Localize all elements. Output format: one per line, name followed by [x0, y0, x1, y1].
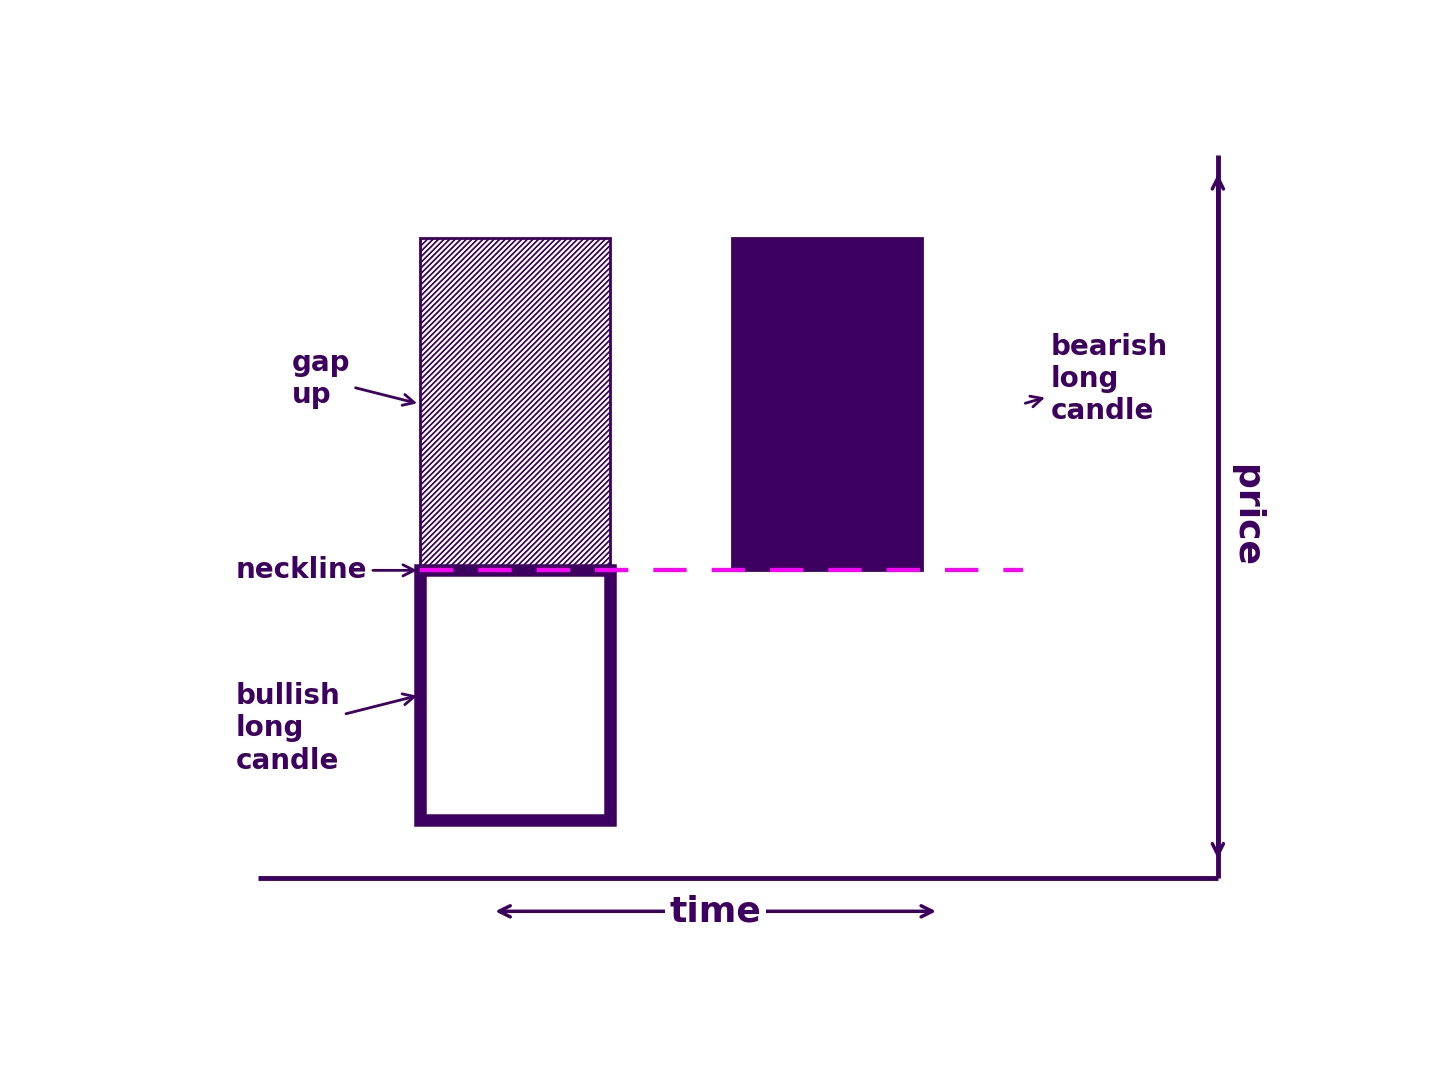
Bar: [420, 570, 609, 820]
Text: time: time: [670, 894, 762, 929]
Bar: [420, 238, 609, 570]
Text: bearish
long
candle: bearish long candle: [1025, 333, 1168, 426]
Text: neckline: neckline: [236, 556, 415, 584]
Bar: [733, 238, 922, 570]
Text: price: price: [1228, 465, 1263, 567]
Text: gap
up: gap up: [291, 349, 415, 409]
Bar: [420, 238, 609, 570]
Text: bullish
long
candle: bullish long candle: [236, 681, 415, 774]
